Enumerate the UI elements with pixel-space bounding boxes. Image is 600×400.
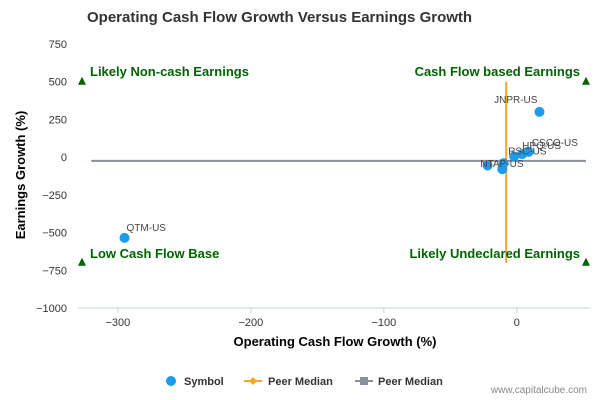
y-tick-label: −1000 xyxy=(36,303,67,315)
scatter-point[interactable] xyxy=(534,106,545,117)
point-label: HPQ-US xyxy=(522,141,561,152)
peer-median-lines xyxy=(91,81,587,263)
quadrant-label-bottom-right: Likely Undeclared Earnings xyxy=(409,246,580,261)
y-tick-label: 750 xyxy=(49,39,67,51)
legend-symbol-label: Symbol xyxy=(184,376,224,388)
quadrant-labels: Likely Non-cash Earnings Cash Flow based… xyxy=(90,64,580,261)
x-tick-label: −100 xyxy=(371,317,396,329)
legend-peer-median-orange-label: Peer Median xyxy=(268,376,333,388)
x-tick-label: −300 xyxy=(106,317,131,329)
legend-peer-median-gray-label: Peer Median xyxy=(378,376,443,388)
legend-peer-median-orange-marker xyxy=(249,377,257,385)
legend-item-peer-median-gray[interactable]: Peer Median xyxy=(355,376,443,388)
quadrant-label-top-right: Cash Flow based Earnings xyxy=(415,64,580,79)
y-tick-label: −250 xyxy=(42,190,67,202)
scatter-point[interactable] xyxy=(517,149,528,160)
y-tick-label: −500 xyxy=(42,228,67,240)
y-axis-ticks: −1000 −750 −500 −250 0 250 500 750 xyxy=(36,39,67,315)
quadrant-markers xyxy=(77,76,591,266)
chart-title: Operating Cash Flow Growth Versus Earnin… xyxy=(87,9,472,26)
legend-item-peer-median-orange[interactable]: Peer Median xyxy=(244,376,333,388)
quadrant-marker-top-left-icon xyxy=(77,76,86,85)
y-tick-label: −750 xyxy=(42,265,67,277)
point-label: JNPR-US xyxy=(494,95,538,106)
x-tick-label: 0 xyxy=(514,317,520,329)
y-axis-title: Earnings Growth (%) xyxy=(13,111,28,240)
quadrant-marker-top-right-icon xyxy=(582,76,591,85)
y-tick-label: 250 xyxy=(49,114,67,126)
point-label: CSCO-US xyxy=(532,138,578,149)
scatter-point[interactable] xyxy=(482,160,493,171)
scatter-point[interactable] xyxy=(497,164,508,175)
scatter-point[interactable] xyxy=(119,232,130,243)
y-tick-label: 0 xyxy=(61,152,67,164)
x-axis-title: Operating Cash Flow Growth (%) xyxy=(234,334,437,349)
point-label: QTM-US xyxy=(127,223,167,234)
x-axis-ticks: −300 −200 −100 0 xyxy=(106,308,520,329)
y-tick-label: 500 xyxy=(49,77,67,89)
watermark: www.capitalcube.com xyxy=(490,385,587,396)
quadrant-label-top-left: Likely Non-cash Earnings xyxy=(90,64,249,79)
x-tick-label: −200 xyxy=(238,317,263,329)
quadrant-marker-bottom-right-icon xyxy=(582,257,591,266)
legend-symbol-marker xyxy=(166,376,176,386)
scatter-point[interactable] xyxy=(509,151,520,162)
legend-item-symbol[interactable]: Symbol xyxy=(166,376,224,388)
point-label: RSC-US xyxy=(508,146,547,157)
quadrant-marker-bottom-left-icon xyxy=(77,257,86,266)
quadrant-label-bottom-left: Low Cash Flow Base xyxy=(90,246,219,261)
legend: Symbol Peer Median Peer Median xyxy=(166,376,443,388)
point-label: NTAP-US xyxy=(480,159,523,170)
legend-peer-median-gray-marker xyxy=(360,377,368,385)
